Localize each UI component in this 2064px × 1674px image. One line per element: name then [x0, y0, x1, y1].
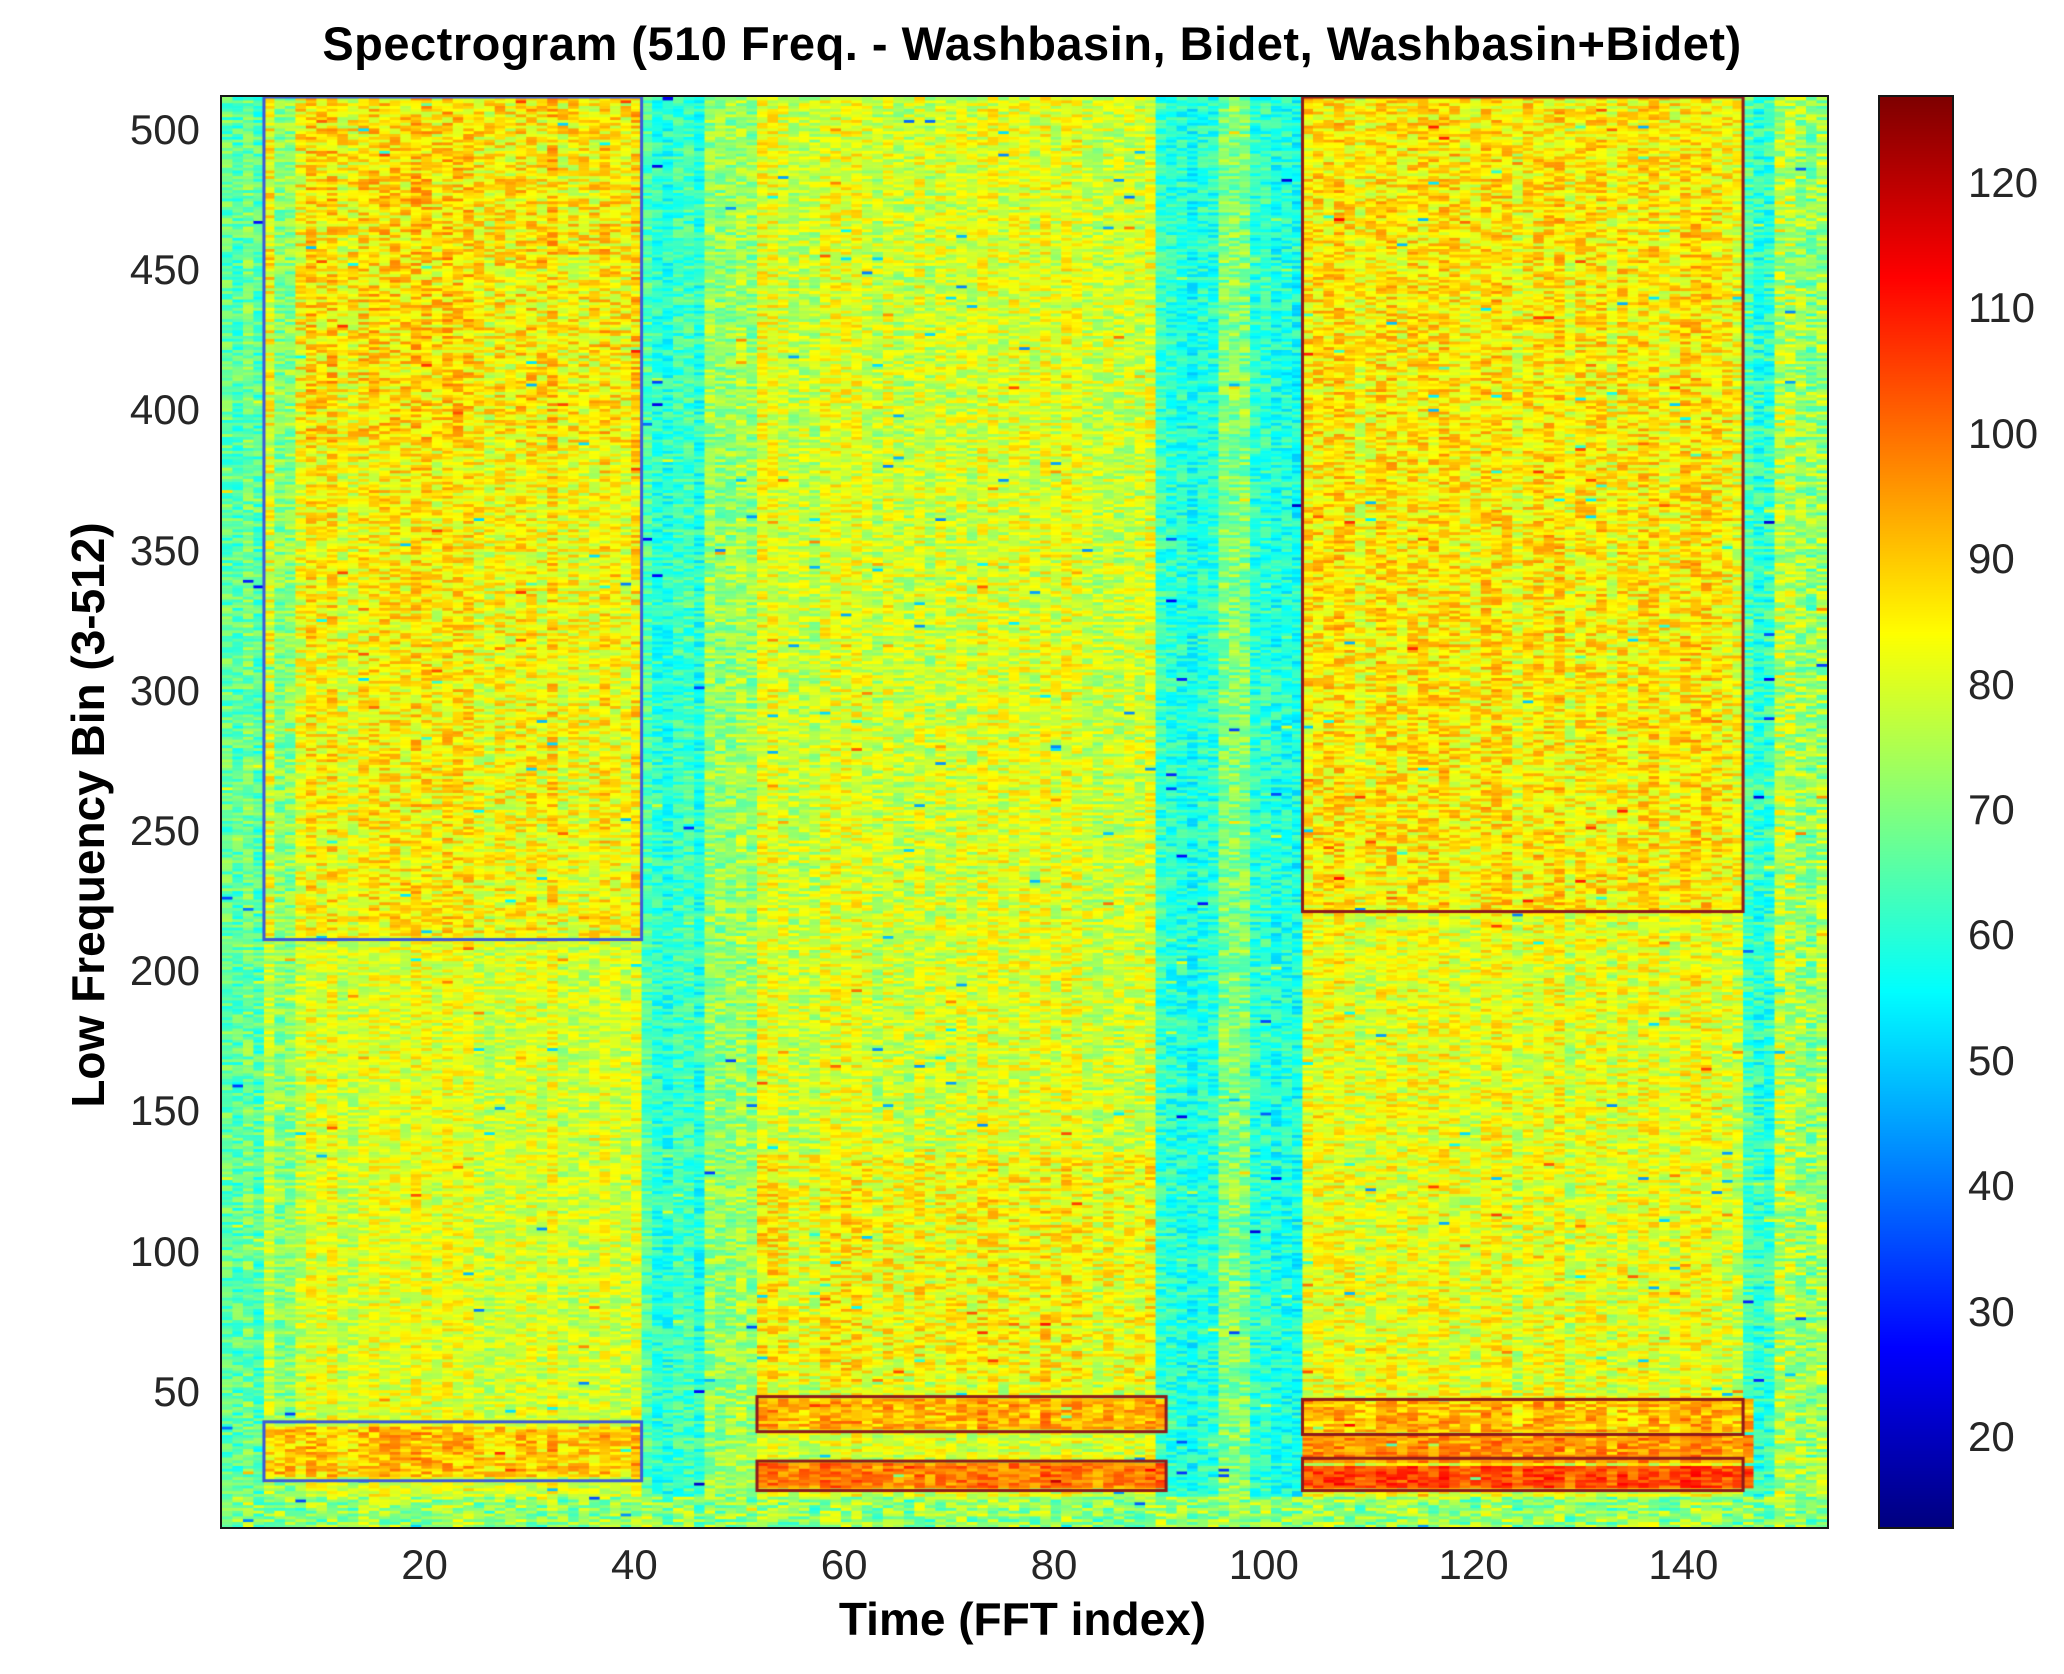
colorbar-tick-label: 90	[1968, 535, 2015, 583]
colorbar	[1878, 95, 1954, 1529]
y-tick-label: 250	[129, 807, 200, 855]
x-tick-label: 60	[820, 1541, 868, 1588]
colorbar-tick-label: 80	[1968, 660, 2015, 708]
y-axis-label: Low Frequency Bin (3-512)	[62, 522, 114, 1108]
x-tick-label: 100	[1228, 1541, 1299, 1588]
y-tick-label: 200	[129, 947, 200, 995]
x-axis-label: Time (FFT index)	[838, 1593, 1207, 1645]
y-tick-label: 500	[129, 106, 200, 154]
colorbar-tick-label: 70	[1968, 786, 2015, 833]
x-tick-label: 140	[1648, 1541, 1719, 1588]
colorbar-tick-label: 50	[1968, 1036, 2015, 1084]
colorbar-tick-label: 40	[1968, 1162, 2015, 1210]
x-tick-label: 120	[1438, 1541, 1509, 1588]
colorbar-tick-label: 100	[1968, 409, 2039, 457]
y-tick-label: 50	[153, 1367, 200, 1415]
x-tick-label: 20	[401, 1541, 448, 1588]
colorbar-tick-label: 120	[1968, 158, 2039, 206]
spectrogram-heatmap-canvas	[222, 97, 1827, 1527]
y-tick-label: 450	[129, 246, 200, 294]
colorbar-tick-label: 60	[1968, 911, 2015, 959]
x-tick-label: 40	[611, 1541, 658, 1588]
y-tick-label: 150	[129, 1087, 200, 1135]
chart-title: Spectrogram (510 Freq. - Washbasin, Bide…	[322, 17, 1742, 70]
colorbar-gradient-canvas	[1880, 97, 1952, 1527]
colorbar-tick-label: 20	[1968, 1413, 2015, 1461]
plot-area	[220, 95, 1829, 1529]
x-tick-label: 80	[1030, 1541, 1078, 1588]
y-tick-label: 400	[129, 386, 200, 434]
y-tick-label: 100	[129, 1227, 200, 1275]
colorbar-tick-label: 110	[1968, 284, 2035, 332]
colorbar-tick-label: 30	[1968, 1287, 2015, 1335]
y-tick-label: 350	[129, 526, 200, 574]
y-tick-label: 300	[129, 666, 200, 714]
